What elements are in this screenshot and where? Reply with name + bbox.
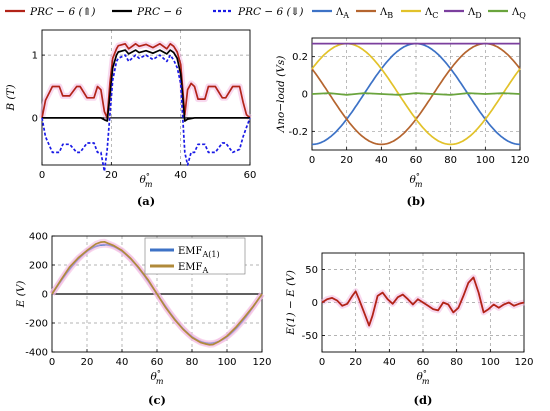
x-tick-label: 60: [410, 155, 423, 166]
x-tick-label: 40: [174, 170, 187, 181]
panel-c: 0 20 40 60 80 100 120 -400 -200 0 200 400 θ° m E (V) (c…: [15, 232, 272, 408]
y-tick-label: -400: [25, 348, 48, 359]
y-tick-label: -0.2: [288, 127, 308, 138]
legend-b-label: ΛC: [424, 7, 438, 20]
y-axis-label: E(1) − E (V): [285, 270, 297, 336]
x-axis-label: θ° m: [151, 369, 164, 386]
x-tick-label: 20: [81, 357, 94, 368]
x-tick-label: 60: [417, 357, 430, 368]
x-tick-label: 100: [476, 155, 495, 166]
x-tick-label: 80: [444, 155, 457, 166]
legend-c-box: [144, 237, 246, 275]
y-tick-label: 0.2: [292, 52, 308, 63]
legend-c: EMFA(1) EMFA: [144, 237, 246, 275]
y-tick-label: 200: [29, 261, 48, 272]
y-axis-label: Λno−load (Vs): [275, 56, 287, 134]
legend-b-label: ΛD: [467, 7, 482, 20]
x-tick-label: 80: [450, 357, 463, 368]
legend-a: PRC − 6 (⇑) PRC − 6 PRC − 6 (⇓): [5, 6, 304, 18]
x-tick-label: 100: [481, 357, 500, 368]
legend-b-label: ΛA: [335, 7, 349, 20]
legend-b: ΛA ΛB ΛC ΛD ΛQ: [312, 7, 526, 20]
x-tick-label: 0: [49, 357, 55, 368]
y-tick-label: 0: [32, 113, 38, 124]
x-tick-label: 40: [383, 357, 396, 368]
x-axis-label: θ° m: [140, 172, 153, 189]
legend-c-label: EMFA(1): [178, 246, 220, 259]
x-tick-label: 20: [105, 170, 118, 181]
series-line-3: [41, 54, 251, 173]
panel-d: 0 20 40 60 80 100 120 -50 0 50 θ° m E(1) − E (V) (d): [285, 252, 534, 407]
series-line-1: [41, 42, 251, 119]
x-tick-label: 40: [116, 357, 129, 368]
series-line-5: [311, 92, 521, 96]
y-tick-label: 0: [302, 90, 308, 101]
x-tick-label: 0: [309, 155, 315, 166]
x-tick-label: 120: [252, 357, 271, 368]
x-axis-label: θ° m: [417, 369, 430, 386]
x-tick-label: 100: [217, 357, 236, 368]
series-line-1: [321, 276, 525, 327]
y-tick-label: 50: [305, 265, 318, 276]
legend-b-label: ΛB: [379, 7, 393, 20]
plot-frame: [41, 29, 251, 166]
panel-caption: (a): [137, 194, 155, 208]
x-axis-label: θ° m: [410, 172, 423, 189]
panel-b: 0 20 40 60 80 100 120 -0.2 0 0.2 θ° m Λno−load (Vs) (…: [275, 37, 530, 208]
y-tick-label: 400: [29, 232, 48, 243]
series-line-2: [51, 240, 263, 346]
series-line-2: [42, 49, 250, 122]
y-axis-label: B (T): [5, 84, 17, 111]
x-tick-label: 40: [375, 155, 388, 166]
legend-a-label: PRC − 6 (⇑): [29, 6, 96, 18]
legend-a-label: PRC − 6: [136, 6, 182, 18]
y-tick-label: 1: [32, 51, 38, 62]
x-tick-label: 0: [39, 170, 45, 181]
panel-caption: (c): [148, 393, 166, 407]
x-tick-label: 20: [349, 357, 362, 368]
x-tick-label: 80: [186, 357, 199, 368]
legend-b-label: ΛQ: [511, 7, 526, 20]
y-tick-label: 0: [312, 298, 318, 309]
legend-c-label: EMFA: [178, 262, 208, 275]
legend-a-label: PRC − 6 (⇓): [237, 6, 304, 18]
y-tick-label: -200: [25, 319, 48, 330]
y-axis-label: E (V): [15, 281, 27, 309]
x-tick-label: 60: [244, 170, 257, 181]
panel-a: 0 20 40 60 0 1 θ° m B (T) (a): [5, 29, 257, 208]
x-tick-label: 120: [514, 357, 533, 368]
x-tick-label: 20: [340, 155, 353, 166]
x-tick-label: 0: [319, 357, 325, 368]
y-tick-label: -50: [302, 331, 318, 342]
x-tick-label: 120: [510, 155, 529, 166]
panel-caption: (b): [407, 194, 426, 208]
x-tick-label: 60: [151, 357, 164, 368]
panel-caption: (d): [414, 393, 433, 407]
y-tick-label: 0: [42, 290, 48, 301]
